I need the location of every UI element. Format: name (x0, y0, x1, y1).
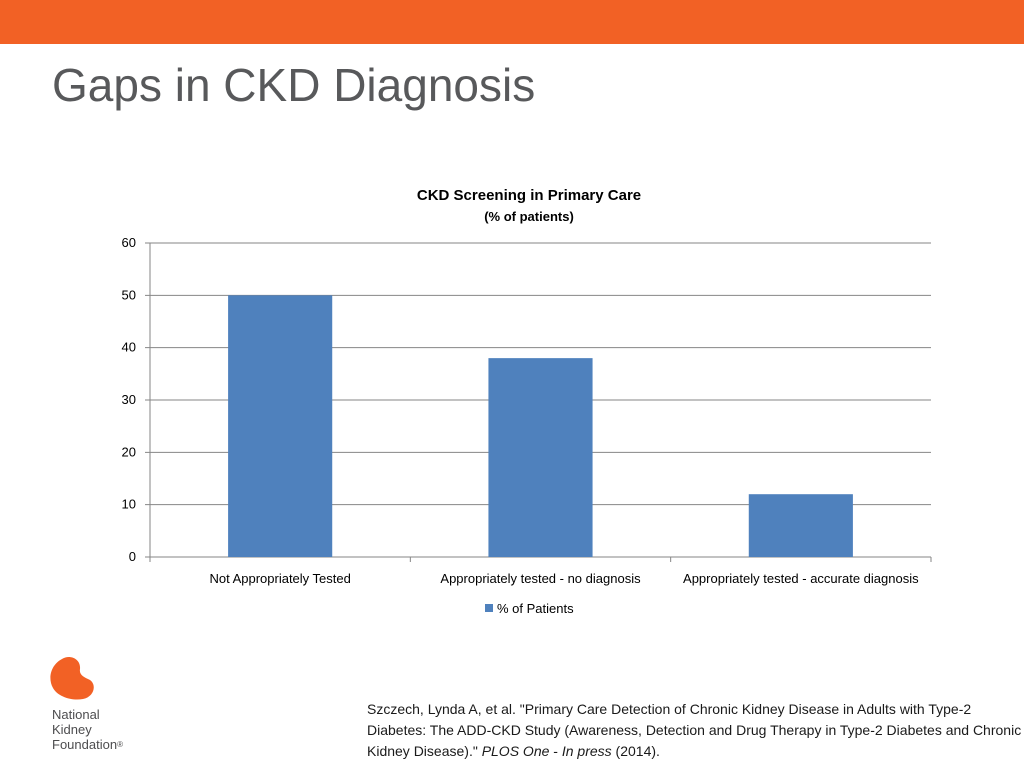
slide-title: Gaps in CKD Diagnosis (52, 59, 536, 111)
chart-subtitle: (% of patients) (484, 209, 574, 224)
y-tick-label: 40 (122, 340, 136, 355)
y-tick-label: 10 (122, 497, 136, 512)
logo-line-kidney: Kidney (52, 722, 92, 737)
citation-status: In press (561, 743, 612, 759)
x-axis-labels: Not Appropriately Tested Appropriately te… (209, 571, 919, 586)
logo-line-national: National (52, 707, 100, 722)
citation: Szczech, Lynda A, et al. "Primary Care D… (367, 699, 1022, 762)
y-tick-label: 50 (122, 287, 136, 302)
x-tick-label: Appropriately tested - no diagnosis (440, 571, 641, 586)
logo-line-foundation: Foundation® (52, 737, 123, 752)
kidney-icon (50, 657, 94, 700)
bar (488, 358, 593, 557)
bar (228, 295, 333, 557)
bar (748, 494, 853, 557)
bars (228, 295, 853, 557)
legend-label: % of Patients (497, 601, 574, 616)
y-tick-label: 60 (122, 235, 136, 250)
citation-journal: PLOS One (481, 743, 550, 759)
chart-title: CKD Screening in Primary Care (417, 187, 641, 204)
y-tick-label: 20 (122, 444, 136, 459)
y-tick-label: 0 (129, 549, 136, 564)
x-tick-label: Appropriately tested - accurate diagnosi… (683, 571, 919, 586)
y-axis-ticks: 0 10 20 30 40 50 60 (122, 235, 136, 564)
registered-mark: ® (117, 740, 123, 749)
logo-foundation-text: Foundation (52, 737, 118, 752)
x-tick-label: Not Appropriately Tested (209, 571, 350, 586)
citation-text: Szczech, Lynda A, et al. "Primary Care D… (367, 701, 1022, 759)
bar-chart: CKD Screening in Primary Care (% of pati… (122, 187, 932, 616)
top-accent-bar (0, 0, 1024, 44)
citation-year: (2014). (611, 743, 660, 759)
x-axis (149, 243, 932, 562)
y-tick-label: 30 (122, 392, 136, 407)
citation-separator: - (549, 743, 562, 759)
legend: % of Patients (485, 601, 574, 616)
nkf-logo: National Kidney Foundation® (48, 655, 158, 755)
legend-swatch (485, 604, 493, 612)
